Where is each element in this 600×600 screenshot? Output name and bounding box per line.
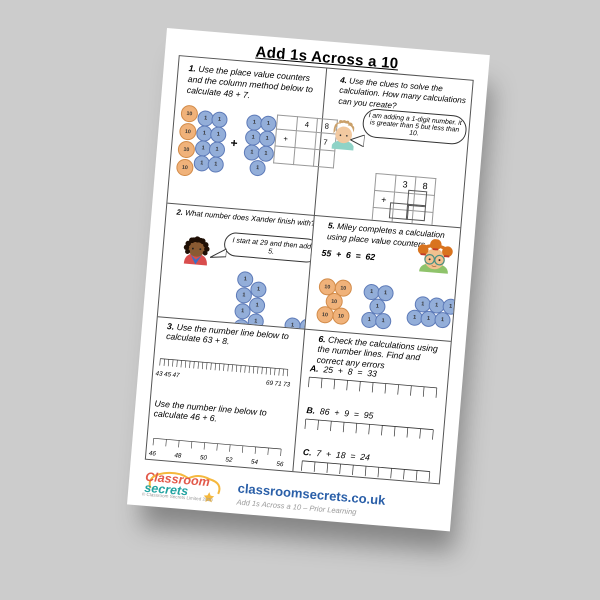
svg-text:43: 43 — [155, 370, 163, 378]
svg-text:52: 52 — [225, 456, 233, 464]
svg-text:71: 71 — [274, 380, 282, 388]
svg-text:46: 46 — [149, 450, 157, 458]
svg-text:50: 50 — [200, 454, 208, 462]
svg-text:45: 45 — [164, 371, 172, 379]
svg-text:56: 56 — [276, 460, 284, 468]
svg-text:47: 47 — [172, 371, 180, 379]
svg-text:54: 54 — [251, 458, 259, 466]
svg-text:48: 48 — [174, 452, 182, 460]
svg-text:69: 69 — [266, 379, 274, 387]
svg-text:73: 73 — [283, 381, 291, 389]
